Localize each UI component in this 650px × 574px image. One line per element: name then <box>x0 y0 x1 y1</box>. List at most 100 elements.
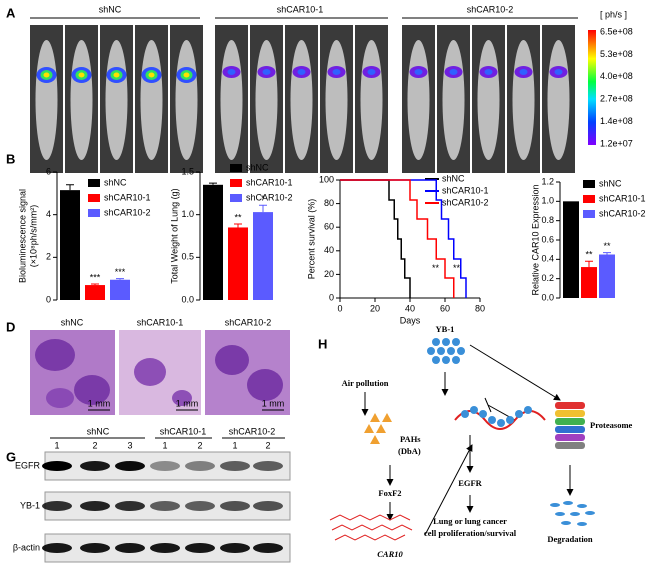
signal <box>227 69 236 75</box>
significance: ** <box>603 241 611 251</box>
band <box>80 461 110 471</box>
x-tick-label: 0 <box>337 303 342 313</box>
group-label: shCAR10-1 <box>137 317 184 327</box>
colorbar-label: 4.0e+08 <box>600 71 633 81</box>
mouse-body <box>512 40 535 160</box>
signal <box>43 72 50 78</box>
y-tick-label: 0.6 <box>541 234 554 244</box>
y-axis-label: Relative CAR10 Expression <box>530 184 540 295</box>
y-tick-label: 0.4 <box>541 254 554 264</box>
signal <box>148 72 155 78</box>
diagram-label: YB-1 <box>436 324 455 334</box>
signal <box>484 69 493 75</box>
panel-label: B <box>6 151 15 166</box>
panel-label: D <box>6 319 15 334</box>
mouse-body <box>35 40 58 160</box>
y-tick-label: 0.0 <box>181 294 194 304</box>
colorbar-label: 6.5e+08 <box>600 26 633 36</box>
survival-line <box>340 179 467 298</box>
legend-label: shCAR10-2 <box>442 197 489 207</box>
diagram-label: Proteasome <box>590 420 633 430</box>
x-tick-label: 40 <box>405 303 415 313</box>
group-label: shNC <box>99 4 122 14</box>
diagram-label: CAR10 <box>377 549 403 559</box>
band <box>150 461 180 471</box>
y-tick-label: 2 <box>46 252 51 262</box>
band <box>150 543 180 553</box>
mouse-body <box>547 40 570 160</box>
band <box>185 461 215 471</box>
y-axis-label: Bioluminescence signal <box>17 189 27 283</box>
group-label: shNC <box>87 426 110 436</box>
error-bar <box>603 252 611 255</box>
error-bar <box>234 223 242 228</box>
mouse-body <box>175 40 198 160</box>
band <box>185 501 215 511</box>
bar <box>85 285 105 300</box>
band <box>42 461 72 471</box>
mouse-body <box>407 40 430 160</box>
band <box>42 501 72 511</box>
histology <box>30 330 290 415</box>
bar <box>203 184 223 300</box>
bar <box>110 279 130 300</box>
bar <box>60 190 80 300</box>
legend-label: shNC <box>442 173 465 183</box>
legend-swatch <box>230 179 242 187</box>
signal <box>554 69 563 75</box>
legend-label: shCAR10-1 <box>104 192 151 202</box>
legend-swatch <box>583 195 595 203</box>
band <box>185 543 215 553</box>
y-axis-label: Total Weight of Lung (g) <box>169 188 179 283</box>
mouse-body <box>325 40 348 160</box>
group-label: shCAR10-1 <box>160 426 207 436</box>
y-tick-label: 4 <box>46 209 51 219</box>
row-label: β-actin <box>13 542 40 552</box>
diagram-icons <box>364 338 595 526</box>
lane-label: 1 <box>54 440 59 450</box>
signal <box>449 69 458 75</box>
error-bar <box>209 182 217 185</box>
scale-bar: 1 mm <box>262 398 285 408</box>
bar <box>563 201 579 298</box>
colorbar-label: 5.3e+08 <box>600 49 633 59</box>
y-tick-label: 1.5 <box>181 166 194 176</box>
signal <box>297 69 306 75</box>
group-label: shCAR10-2 <box>467 4 514 14</box>
legend-label: shCAR10-1 <box>599 193 646 203</box>
mouse-body <box>477 40 500 160</box>
scale-bar: 1 mm <box>176 398 199 408</box>
significance: *** <box>115 267 126 277</box>
significance: * <box>261 194 265 204</box>
lane-label: 2 <box>265 440 270 450</box>
legend-label: shCAR10-1 <box>442 185 489 195</box>
legend-swatch <box>583 210 595 218</box>
legend-label: shCAR10-2 <box>104 207 151 217</box>
mouse-body <box>105 40 128 160</box>
colorbar <box>588 30 596 145</box>
y-tick-label: 6 <box>46 166 51 176</box>
mouse-body <box>220 40 243 160</box>
y-tick-label: 40 <box>324 245 334 255</box>
y-tick-label: 0.8 <box>541 215 554 225</box>
legend-label: shNC <box>246 162 269 172</box>
legend-swatch <box>230 194 242 202</box>
legend-swatch <box>88 194 100 202</box>
legend-swatch <box>88 209 100 217</box>
group-label: shCAR10-1 <box>277 4 324 14</box>
significance: ** <box>585 250 593 260</box>
row-label: EGFR <box>15 460 41 470</box>
row-label: YB-1 <box>20 500 40 510</box>
diagram <box>329 344 574 541</box>
x-axis-label: Days <box>400 315 421 325</box>
significance: ** <box>234 212 242 222</box>
y-tick-label: 60 <box>324 222 334 232</box>
y-axis-unit: (×10⁸ph/s/mm²) <box>28 205 38 268</box>
diagram-label: cell proliferation/survival <box>424 528 517 538</box>
panel-label: A <box>6 5 16 20</box>
survival-line <box>340 179 455 298</box>
lane-label: 2 <box>197 440 202 450</box>
signal <box>113 72 120 78</box>
mouse-body <box>140 40 163 160</box>
